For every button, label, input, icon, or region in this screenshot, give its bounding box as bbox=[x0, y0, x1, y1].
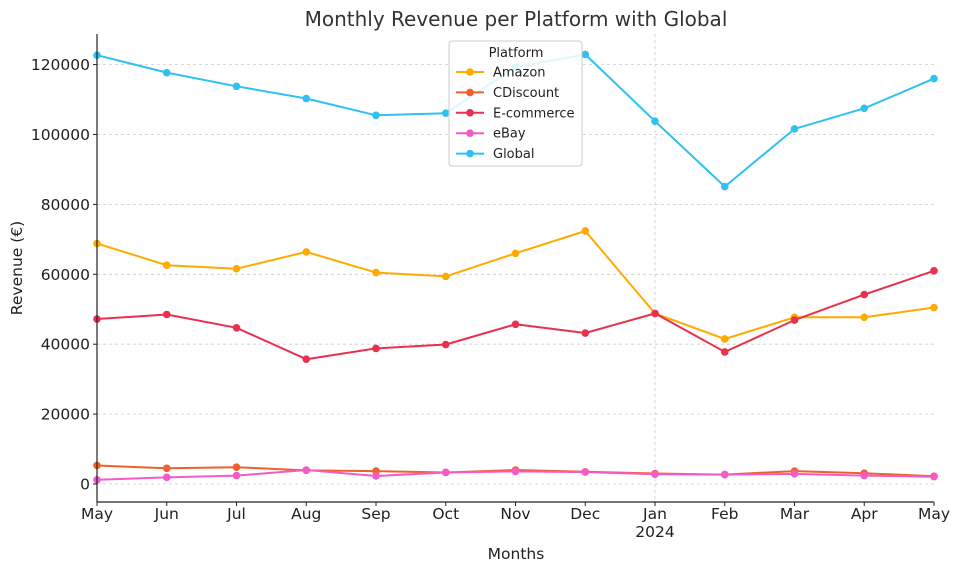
data-point-ebay bbox=[860, 471, 869, 480]
legend-item-cdiscount: CDiscount bbox=[456, 86, 559, 101]
x-tick-label: Feb bbox=[711, 505, 738, 523]
chart-title: Monthly Revenue per Platform with Global bbox=[305, 7, 728, 31]
x-tick-label: Jan bbox=[642, 505, 667, 523]
data-point-amazon bbox=[581, 227, 590, 235]
y-tick-label: 80000 bbox=[41, 196, 90, 214]
data-point-global bbox=[581, 50, 590, 59]
data-point-ebay bbox=[581, 468, 590, 476]
legend-swatch-marker bbox=[466, 109, 474, 117]
legend-item-global: Global bbox=[456, 147, 534, 162]
y-tick-label: 20000 bbox=[41, 406, 90, 424]
legend-title: Platform bbox=[489, 46, 544, 61]
data-point-e-commerce bbox=[720, 348, 729, 356]
data-point-cdiscount bbox=[232, 463, 241, 472]
legend-label: E-commerce bbox=[493, 106, 575, 121]
data-point-e-commerce bbox=[372, 344, 380, 353]
legend-item-ebay: eBay bbox=[456, 127, 526, 142]
x-tick-label: Oct bbox=[432, 505, 459, 523]
x-tick-label: May bbox=[81, 505, 113, 523]
data-point-e-commerce bbox=[302, 355, 311, 364]
legend-swatch-marker bbox=[466, 68, 474, 76]
x-tick-label: Jun bbox=[154, 505, 179, 523]
legend: Platform Amazon CDiscount E-commerce eBay Gl… bbox=[448, 40, 583, 167]
data-point-cdiscount bbox=[162, 464, 171, 473]
data-point-amazon bbox=[930, 303, 938, 312]
legend-item-e-commerce: E-commerce bbox=[456, 106, 575, 121]
data-point-e-commerce bbox=[232, 323, 241, 332]
data-point-ebay bbox=[720, 470, 729, 479]
data-point-e-commerce bbox=[930, 267, 938, 275]
data-point-e-commerce bbox=[441, 340, 450, 349]
data-point-global bbox=[302, 94, 311, 103]
data-point-amazon bbox=[162, 261, 171, 270]
y-tick-label: 120000 bbox=[31, 56, 90, 74]
data-point-e-commerce bbox=[511, 320, 520, 329]
y-axis-title: Revenue (€) bbox=[8, 221, 26, 315]
y-tick-label: 60000 bbox=[41, 266, 90, 284]
data-point-e-commerce bbox=[651, 309, 659, 318]
y-tick-label: 40000 bbox=[41, 336, 90, 354]
tick-labels: 0 20000 40000 60000 80000 100000 120000 May Jun J… bbox=[31, 56, 950, 541]
data-point-ebay bbox=[651, 470, 659, 479]
legend-swatch-marker bbox=[466, 88, 474, 97]
data-point-amazon bbox=[720, 335, 729, 343]
x-tick-label: Mar bbox=[780, 505, 810, 523]
data-point-ebay bbox=[790, 470, 799, 478]
data-point-global bbox=[930, 74, 938, 83]
legend-swatch-marker bbox=[466, 129, 474, 137]
series-ebay bbox=[93, 466, 938, 484]
data-point-ebay bbox=[372, 472, 380, 480]
data-point-global bbox=[860, 104, 869, 113]
legend-swatch-marker bbox=[466, 149, 474, 158]
data-point-ebay bbox=[930, 472, 938, 481]
data-point-ebay bbox=[511, 467, 520, 476]
x-year-label: 2024 bbox=[635, 523, 674, 541]
x-tick-label: Aug bbox=[291, 505, 321, 523]
series-line-e-commerce bbox=[96, 269, 935, 361]
data-point-ebay bbox=[441, 468, 450, 477]
x-tick-label: Apr bbox=[851, 505, 878, 523]
data-point-global bbox=[651, 117, 659, 126]
legend-label: Global bbox=[493, 147, 534, 162]
x-tick-label: Nov bbox=[500, 505, 530, 523]
data-point-amazon bbox=[441, 272, 450, 281]
data-point-ebay bbox=[162, 473, 171, 482]
gridlines bbox=[97, 34, 934, 502]
data-point-e-commerce bbox=[790, 316, 799, 324]
data-point-amazon bbox=[511, 249, 520, 258]
data-point-ebay bbox=[302, 466, 311, 474]
legend-item-amazon: Amazon bbox=[456, 66, 546, 81]
y-tick-label: 0 bbox=[80, 476, 90, 494]
x-axis-title: Months bbox=[488, 545, 545, 563]
data-point-e-commerce bbox=[860, 290, 869, 299]
data-point-global bbox=[720, 182, 729, 191]
data-point-amazon bbox=[302, 248, 311, 256]
x-tick-label: May bbox=[918, 505, 950, 523]
data-point-global bbox=[790, 125, 799, 133]
series-e-commerce bbox=[93, 267, 938, 364]
legend-items: Amazon CDiscount E-commerce eBay Global bbox=[456, 66, 575, 162]
data-point-amazon bbox=[860, 313, 869, 322]
data-point-e-commerce bbox=[581, 329, 590, 337]
y-tick-label: 100000 bbox=[31, 126, 90, 144]
data-point-global bbox=[232, 82, 241, 91]
data-point-amazon bbox=[232, 264, 241, 273]
data-point-ebay bbox=[232, 471, 241, 480]
data-point-global bbox=[162, 68, 171, 77]
data-point-global bbox=[441, 109, 450, 117]
data-point-amazon bbox=[372, 268, 380, 277]
legend-label: Amazon bbox=[493, 66, 546, 81]
x-tick-label: Jul bbox=[226, 505, 246, 523]
x-tick-label: Dec bbox=[570, 505, 600, 523]
legend-label: eBay bbox=[493, 127, 526, 142]
legend-label: CDiscount bbox=[493, 86, 559, 101]
x-tick-label: Sep bbox=[361, 505, 390, 523]
data-point-global bbox=[372, 111, 380, 120]
data-point-e-commerce bbox=[162, 310, 171, 319]
